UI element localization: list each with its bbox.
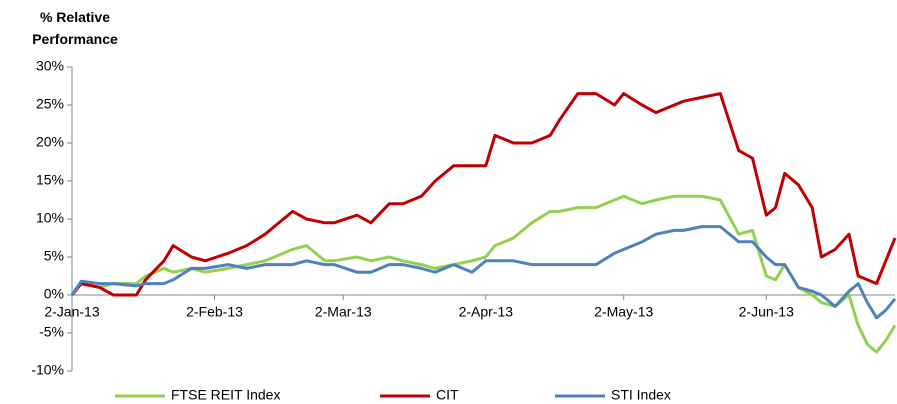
y-tick-label: -5% [39, 324, 64, 340]
x-tick-label: 2-May-13 [594, 304, 653, 320]
x-tick-label: 2-Apr-13 [459, 304, 514, 320]
y-tick-label: 10% [36, 210, 64, 226]
y-tick-label: 25% [36, 96, 64, 112]
x-tick-label: 2-Jan-13 [44, 304, 99, 320]
y-tick-label: 20% [36, 134, 64, 150]
legend-label: FTSE REIT Index [171, 387, 280, 403]
y-tick-label: 5% [44, 248, 64, 264]
y-tick-label: 15% [36, 172, 64, 188]
y-tick-label: 0% [44, 286, 64, 302]
y-axis-title: % Relative Performance [32, 9, 118, 47]
series-line [70, 92, 897, 297]
x-tick-label: 2-Mar-13 [315, 304, 372, 320]
legend-label: CIT [436, 387, 459, 403]
series-line [70, 194, 897, 354]
y-tick-label: -10% [31, 362, 64, 378]
series-line [70, 225, 897, 320]
x-tick-label: 2-Feb-13 [186, 304, 243, 320]
legend-label: STI Index [611, 387, 671, 403]
x-tick-label: 2-Jun-13 [739, 304, 794, 320]
y-tick-label: 30% [36, 58, 64, 74]
